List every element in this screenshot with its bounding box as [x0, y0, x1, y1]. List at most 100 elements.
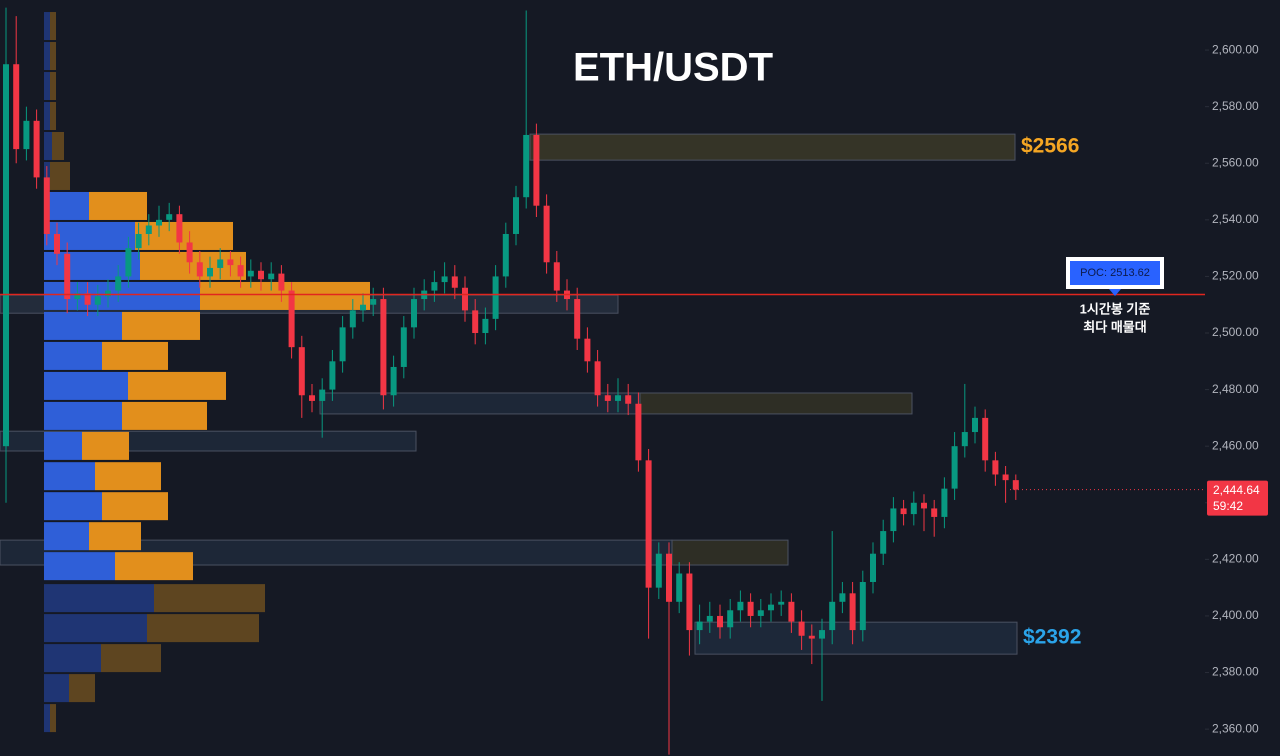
- candle-body: [788, 601, 795, 622]
- sell-volume: [50, 72, 56, 101]
- candle-body: [666, 553, 672, 602]
- sell-volume: [102, 492, 168, 521]
- candle-body: [727, 610, 734, 628]
- y-tick-label: 2,400.00: [1212, 608, 1259, 622]
- last-price-label: 2,444.64: [1213, 483, 1260, 497]
- poc-note: 최다 매물대: [1083, 319, 1146, 334]
- candle-body: [696, 621, 703, 631]
- y-tick-label: 2,560.00: [1212, 155, 1259, 169]
- candle-body: [584, 338, 591, 362]
- buy-volume: [44, 431, 82, 460]
- y-tick-label: 2,380.00: [1212, 665, 1259, 679]
- candle-body: [513, 197, 519, 234]
- candle-body: [523, 134, 530, 198]
- candle-body: [645, 460, 652, 588]
- zone: [639, 392, 913, 415]
- candle-body: [655, 553, 662, 588]
- buy-volume: [44, 72, 50, 101]
- y-tick-label: 2,520.00: [1212, 269, 1259, 283]
- candle-body: [615, 395, 621, 401]
- candle-body: [706, 615, 713, 622]
- candle-body: [166, 214, 173, 220]
- zone: [529, 133, 1016, 161]
- candle-body: [492, 276, 499, 319]
- candle-body: [23, 120, 30, 150]
- candle-body: [380, 299, 387, 396]
- candle-body: [43, 177, 50, 234]
- candle-body: [829, 601, 836, 631]
- buy-volume: [44, 704, 50, 733]
- y-tick-label: 2,420.00: [1212, 552, 1259, 566]
- candle-body: [931, 508, 938, 517]
- candle-body: [798, 621, 805, 636]
- sell-volume: [122, 401, 207, 430]
- candle-body: [115, 276, 122, 291]
- candle-body: [808, 635, 815, 639]
- candle-body: [135, 233, 142, 249]
- candle-body: [329, 361, 336, 390]
- candle-body: [217, 259, 224, 268]
- candle-body: [33, 120, 40, 178]
- buy-volume: [44, 251, 140, 280]
- zone: [694, 621, 1018, 655]
- candle-body: [717, 615, 723, 628]
- buy-volume: [44, 552, 115, 581]
- sell-volume: [147, 614, 259, 643]
- candle-body: [839, 593, 846, 602]
- candle-body: [360, 304, 366, 311]
- candles: [3, 7, 1019, 755]
- buy-volume: [44, 401, 122, 430]
- candle-body: [594, 361, 601, 396]
- sell-volume: [50, 161, 70, 190]
- chart-title: ETH/USDT: [573, 46, 773, 90]
- y-tick-label: 2,480.00: [1212, 382, 1259, 396]
- sell-volume: [50, 102, 56, 131]
- candle-body: [553, 262, 560, 291]
- buy-volume: [44, 462, 95, 491]
- candle-body: [268, 273, 275, 280]
- candle-body: [84, 293, 91, 305]
- candle-body: [849, 593, 856, 631]
- buy-volume: [44, 644, 101, 673]
- sell-volume: [140, 251, 246, 280]
- candle-body: [207, 267, 213, 277]
- candle-body: [543, 205, 550, 263]
- sell-volume: [50, 42, 56, 71]
- candle-body: [186, 242, 193, 263]
- candle-body: [349, 310, 356, 328]
- sell-volume: [89, 191, 147, 220]
- candle-body: [1012, 480, 1019, 490]
- candle-body: [411, 299, 417, 328]
- candle-body: [900, 508, 907, 515]
- candle-body: [247, 270, 254, 277]
- candle-body: [961, 432, 968, 447]
- candle-body: [451, 276, 458, 288]
- candle-body: [859, 581, 866, 631]
- y-tick-label: 2,600.00: [1212, 42, 1259, 56]
- candle-body: [890, 508, 897, 532]
- candle-body: [951, 446, 958, 489]
- sell-volume: [50, 12, 56, 41]
- candle-body: [319, 389, 326, 401]
- candle-body: [574, 299, 581, 339]
- buy-volume: [44, 522, 89, 551]
- candle-body: [441, 276, 448, 283]
- sell-volume: [89, 522, 141, 551]
- y-tick-label: 2,500.00: [1212, 325, 1259, 339]
- zone-label: $2566: [1021, 135, 1079, 158]
- candle-body: [298, 347, 305, 396]
- candle-body: [502, 233, 509, 277]
- candle-body: [258, 270, 264, 280]
- sell-volume: [154, 584, 265, 613]
- candle-body: [462, 287, 468, 311]
- candle-body: [533, 134, 540, 206]
- sell-volume: [95, 462, 161, 491]
- poc-pointer: [1109, 289, 1121, 296]
- last-price-box: [1207, 480, 1268, 516]
- candle-body: [339, 327, 346, 362]
- buy-volume: [44, 371, 128, 400]
- candle-body: [370, 299, 377, 305]
- poc-box: [1070, 261, 1160, 285]
